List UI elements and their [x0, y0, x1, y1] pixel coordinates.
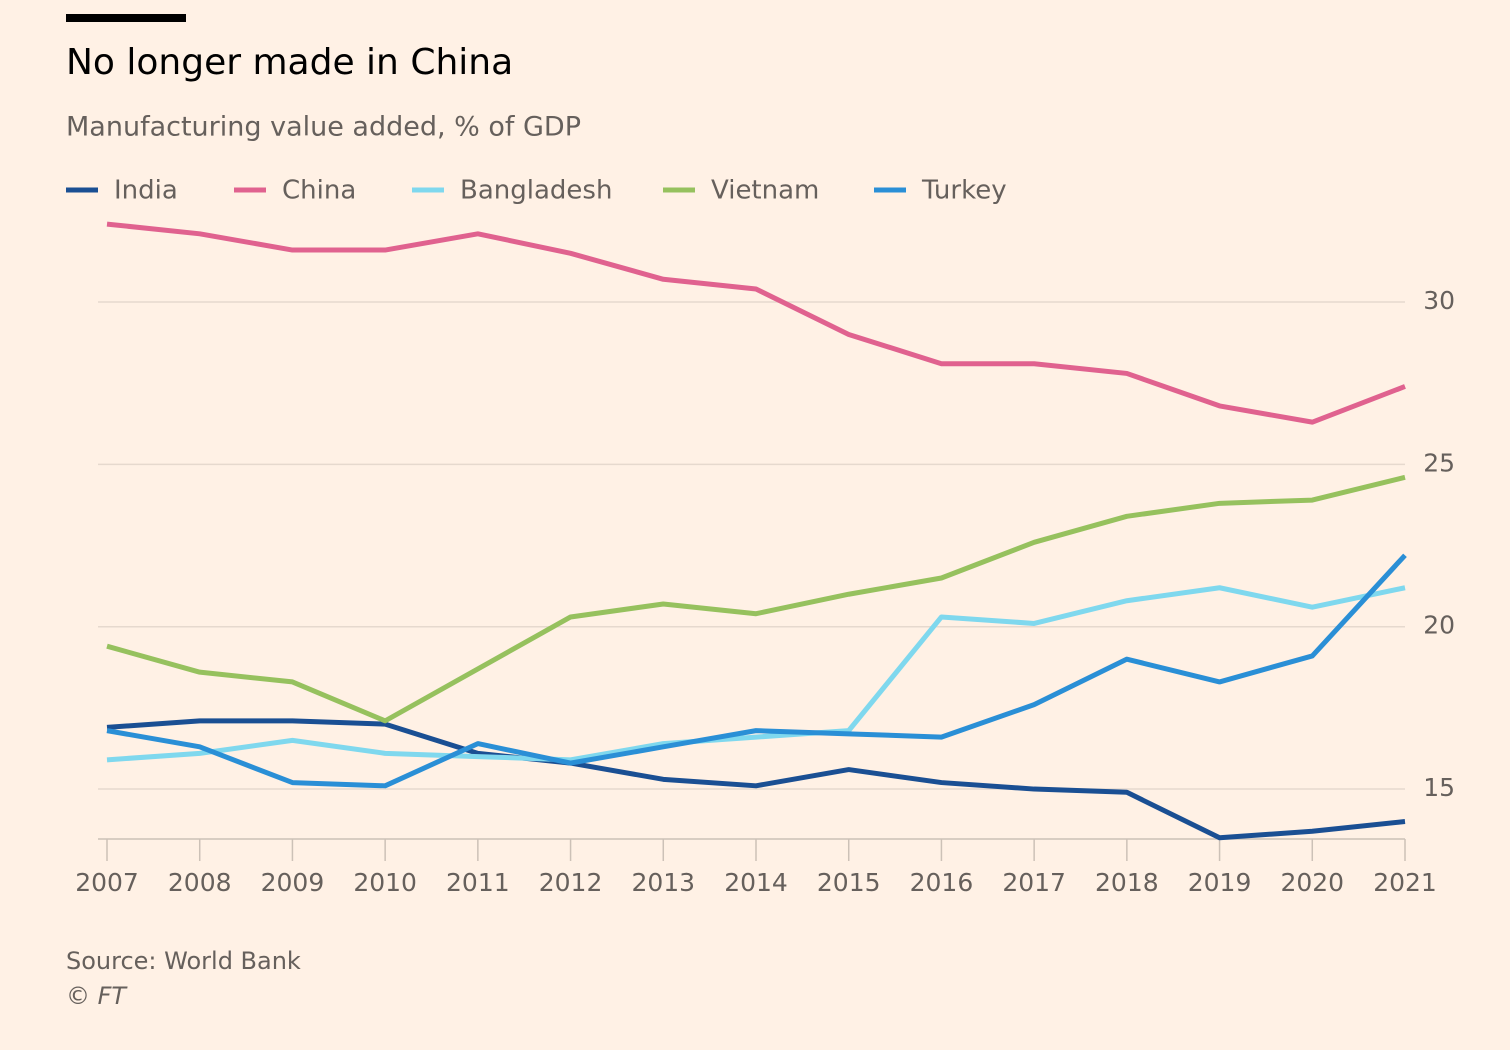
x-tick-label: 2009 — [261, 868, 325, 897]
x-tick-label: 2008 — [168, 868, 232, 897]
x-tick-label: 2010 — [353, 868, 417, 897]
x-tick-label: 2019 — [1188, 868, 1252, 897]
chart-title: No longer made in China — [66, 42, 513, 83]
series-line — [106, 585, 1406, 763]
series-line — [106, 718, 1406, 841]
legend-label: Turkey — [921, 176, 1007, 206]
x-tick-label: 2016 — [910, 868, 974, 897]
x-tick-label: 2012 — [539, 868, 603, 897]
x-tick-label: 2021 — [1373, 868, 1437, 897]
title-bar — [66, 14, 186, 22]
x-tick-label: 2013 — [631, 868, 695, 897]
series-line — [106, 553, 1407, 789]
series-line — [106, 221, 1406, 425]
x-tick-label: 2015 — [817, 868, 881, 897]
legend-label: Bangladesh — [460, 176, 612, 206]
legend-label: Vietnam — [711, 176, 819, 206]
x-tick-label: 2011 — [446, 868, 510, 897]
y-tick-label: 20 — [1423, 611, 1455, 640]
chart-subtitle: Manufacturing value added, % of GDP — [66, 112, 581, 143]
legend-label: China — [282, 176, 356, 206]
y-tick-label: 30 — [1423, 286, 1455, 315]
x-tick-label: 2007 — [75, 868, 139, 897]
y-tick-label: 25 — [1423, 448, 1455, 477]
source: Source: World Bank — [66, 947, 301, 975]
legend-label: India — [114, 176, 178, 206]
x-tick-label: 2017 — [1002, 868, 1066, 897]
credit: © FT — [66, 982, 128, 1010]
series-line — [106, 474, 1406, 724]
x-tick-label: 2014 — [724, 868, 788, 897]
y-tick-label: 15 — [1423, 773, 1455, 802]
x-tick-label: 2018 — [1095, 868, 1159, 897]
x-tick-label: 2020 — [1280, 868, 1344, 897]
